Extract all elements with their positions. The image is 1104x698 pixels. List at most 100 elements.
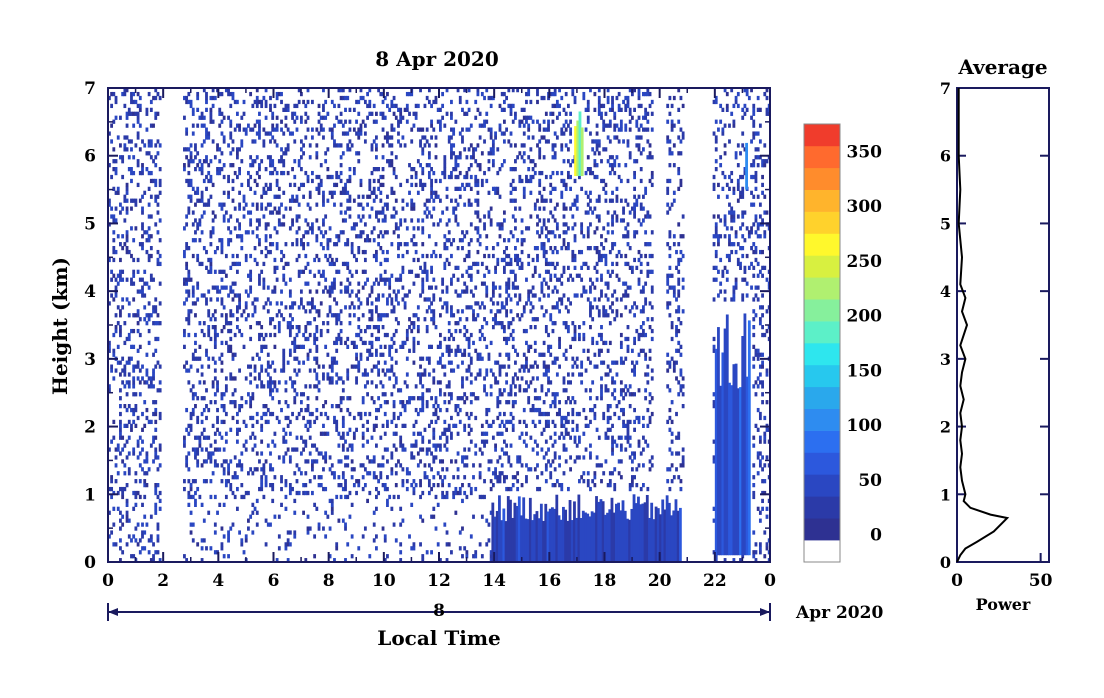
heatmap-cell bbox=[202, 396, 206, 401]
heatmap-cell bbox=[207, 170, 211, 176]
heatmap-cell bbox=[397, 415, 400, 421]
heatmap-cell bbox=[463, 257, 467, 263]
heatmap-cell bbox=[125, 392, 129, 397]
heatmap-cell bbox=[538, 486, 542, 492]
heatmap-cell bbox=[555, 392, 559, 397]
heatmap-cell bbox=[461, 384, 464, 389]
heatmap-cell bbox=[277, 194, 281, 199]
heatmap-cell bbox=[619, 475, 623, 480]
heatmap-cell bbox=[322, 88, 325, 93]
heatmap-cell bbox=[542, 455, 546, 460]
heatmap-cell bbox=[277, 210, 281, 215]
heatmap-cell bbox=[489, 222, 493, 227]
heatmap-cell bbox=[566, 226, 570, 231]
heatmap-cell bbox=[500, 431, 504, 436]
heatmap-cell bbox=[502, 218, 506, 223]
heatmap-cell bbox=[386, 135, 389, 140]
heatmap-cell bbox=[509, 167, 513, 172]
heatmap-cell bbox=[566, 174, 570, 180]
heatmap-cell bbox=[463, 325, 467, 330]
heatmap-cell bbox=[235, 155, 239, 160]
heatmap-cell bbox=[522, 388, 526, 393]
heatmap-cell bbox=[275, 143, 279, 148]
heatmap-cell bbox=[498, 352, 502, 357]
heatmap-cell bbox=[456, 246, 460, 251]
heatmap-cell bbox=[315, 253, 319, 259]
heatmap-cell bbox=[611, 392, 614, 397]
heatmap-cell bbox=[375, 277, 378, 282]
heatmap-cell bbox=[412, 542, 416, 547]
heatmap-cell bbox=[233, 206, 237, 211]
heatmap-cell bbox=[322, 234, 325, 239]
heatmap-cell bbox=[564, 222, 568, 227]
heatmap-cell bbox=[443, 419, 447, 425]
heatmap-cell bbox=[611, 242, 614, 247]
heatmap-cell bbox=[469, 400, 473, 405]
heatmap-cell bbox=[138, 123, 142, 128]
heatmap-cell bbox=[538, 352, 542, 357]
heatmap-cell bbox=[540, 305, 544, 310]
heatmap-cell bbox=[346, 178, 350, 184]
heatmap-cell bbox=[379, 91, 383, 97]
heatmap-cell bbox=[352, 415, 356, 421]
heatmap-cell bbox=[191, 522, 195, 527]
heatmap-cell bbox=[185, 265, 189, 270]
heatmap-cell bbox=[372, 178, 376, 184]
heatmap-cell bbox=[560, 127, 564, 132]
heatmap-cell bbox=[319, 230, 323, 235]
heatmap-cell bbox=[346, 431, 350, 436]
heatmap-cell bbox=[249, 404, 253, 409]
heatmap-cell bbox=[511, 285, 515, 290]
heatmap-cell bbox=[511, 167, 515, 172]
heatmap-cell bbox=[421, 281, 425, 286]
heatmap-cell bbox=[613, 115, 617, 120]
heatmap-cell bbox=[564, 127, 568, 132]
heatmap-cell bbox=[427, 285, 431, 290]
heatmap-cell bbox=[383, 538, 387, 543]
heatmap-cell bbox=[533, 439, 537, 444]
heatmap-cell bbox=[472, 293, 475, 298]
heatmap-cell bbox=[322, 194, 325, 199]
heatmap-cell bbox=[341, 475, 345, 480]
heatmap-cell bbox=[235, 269, 239, 274]
heatmap-cell bbox=[348, 427, 352, 432]
heatmap-cell bbox=[189, 159, 193, 164]
heatmap-cell bbox=[566, 380, 570, 385]
heatmap-cell bbox=[566, 277, 570, 282]
heatmap-cell bbox=[149, 419, 153, 425]
heatmap-cell bbox=[390, 368, 394, 373]
heatmap-cell bbox=[317, 182, 321, 188]
heatmap-cell bbox=[313, 554, 317, 559]
heatmap-cell bbox=[569, 127, 572, 132]
heatmap-cell bbox=[196, 435, 200, 440]
heatmap-cell bbox=[255, 321, 259, 326]
heatmap-cell bbox=[562, 206, 566, 211]
heatmap-cell bbox=[595, 123, 599, 128]
heatmap-cell bbox=[399, 463, 403, 468]
heatmap-cell bbox=[507, 103, 511, 109]
heatmap-cell bbox=[302, 510, 305, 515]
heatmap-cell bbox=[606, 159, 610, 164]
heatmap-cell bbox=[235, 261, 239, 267]
heatmap-cell bbox=[467, 364, 471, 369]
heatmap-cell bbox=[220, 479, 224, 484]
heatmap-cell bbox=[386, 419, 389, 425]
heatmap-cell bbox=[183, 253, 186, 259]
heatmap-cell bbox=[619, 332, 623, 338]
heatmap-cell bbox=[480, 332, 484, 338]
heatmap-cell bbox=[445, 407, 449, 413]
heatmap-cell bbox=[531, 305, 535, 310]
heatmap-cell bbox=[441, 483, 445, 488]
heatmap-cell bbox=[200, 214, 204, 219]
heatmap-cell bbox=[196, 190, 200, 195]
heatmap-cell bbox=[580, 249, 584, 255]
heatmap-cell bbox=[282, 459, 286, 464]
heatmap-cell bbox=[141, 277, 144, 282]
heatmap-cell bbox=[476, 182, 480, 188]
heatmap-cell bbox=[368, 111, 372, 116]
heatmap-cell bbox=[156, 483, 160, 488]
heatmap-cell bbox=[119, 396, 122, 401]
heatmap-cell bbox=[491, 151, 495, 156]
heatmap-cell bbox=[213, 431, 217, 436]
heatmap-cell bbox=[469, 186, 473, 191]
